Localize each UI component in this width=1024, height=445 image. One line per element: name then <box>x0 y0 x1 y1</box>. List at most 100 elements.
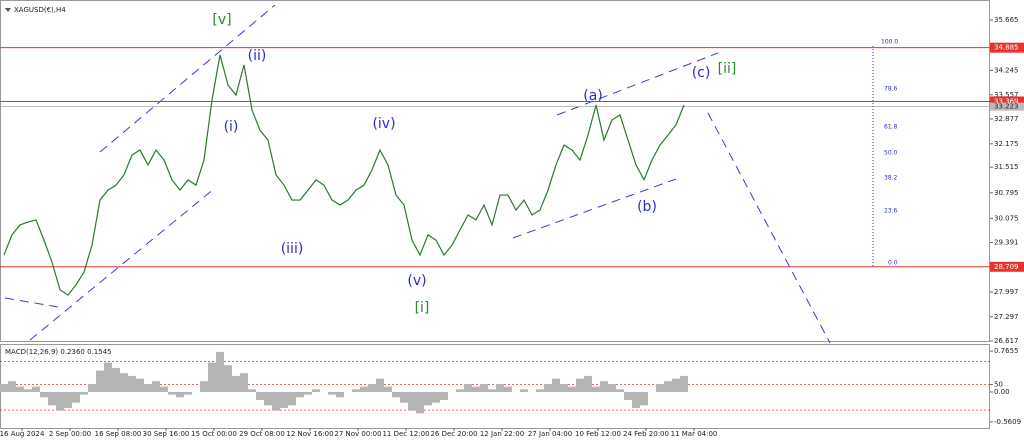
level-box <box>990 42 1024 53</box>
macd-bar <box>544 383 552 392</box>
macd-bar <box>488 389 496 392</box>
y-tick-label: 34.245 <box>994 66 1019 74</box>
macd-bar <box>392 391 400 398</box>
macd-bar <box>416 391 424 414</box>
macd-bar <box>520 389 528 392</box>
x-tick-label: 10 Feb 12:00 <box>575 430 621 438</box>
x-tick-label: 29 Oct 08:00 <box>239 430 285 438</box>
level-label: 34.885 <box>994 44 1019 52</box>
macd-bar <box>256 391 264 400</box>
macd-bar <box>360 386 368 392</box>
y-tick-label: 27.297 <box>994 313 1019 321</box>
macd-bar <box>144 383 152 392</box>
wave-label: (a) <box>583 88 603 104</box>
macd-bar <box>56 391 64 411</box>
wave-label: (c) <box>692 65 711 81</box>
macd-bar <box>456 389 464 392</box>
main-pane <box>0 0 990 342</box>
macd-bar <box>368 383 376 392</box>
macd-bar <box>336 391 344 398</box>
macd-bar <box>672 378 680 392</box>
macd-bar <box>400 391 408 403</box>
y-tick-label: 33.557 <box>994 91 1019 99</box>
macd-bar <box>288 391 296 406</box>
fib-label: 0.0 <box>888 260 898 267</box>
wave-label: (iii) <box>281 241 304 257</box>
y-tick-label: 32.877 <box>994 115 1019 123</box>
macd-bar <box>80 391 88 395</box>
macd-bar <box>264 391 272 406</box>
macd-bar <box>384 386 392 392</box>
macd-bar <box>560 383 568 392</box>
macd-bar <box>480 383 488 392</box>
macd-bar <box>40 391 48 398</box>
macd-bar <box>96 370 104 392</box>
macd-bar <box>352 389 360 392</box>
macd-bar <box>424 391 432 406</box>
wave-label: [ii] <box>718 61 737 77</box>
x-tick-label: 11 Mar 04:00 <box>671 430 718 438</box>
x-tick-label: 27 Nov 00:00 <box>334 430 381 438</box>
macd-bar <box>568 386 576 392</box>
macd-bar <box>472 386 480 392</box>
macd-bar <box>584 375 592 392</box>
fib-label: 50.0 <box>884 150 898 157</box>
macd-bar <box>464 383 472 392</box>
fib-label: 61.8 <box>884 124 898 131</box>
macd-bar <box>576 378 584 392</box>
y-tick-label: 27.997 <box>994 288 1019 296</box>
x-tick-label: 16 Aug 2024 <box>0 430 45 438</box>
macd-bar <box>656 383 664 392</box>
macd-bar <box>120 373 128 392</box>
macd-bar <box>496 383 504 392</box>
y-tick-label: 35.665 <box>994 16 1019 24</box>
wave-label: (i) <box>224 119 239 135</box>
price-line <box>3 54 685 296</box>
macd-bar <box>200 381 208 392</box>
macd-bar <box>136 378 144 392</box>
y-tick-label: 31.515 <box>994 163 1019 171</box>
x-tick-label: 16 Sep 08:00 <box>95 430 142 438</box>
macd-bar <box>160 386 168 392</box>
macd-bar <box>536 389 544 392</box>
fib-label: 78.6 <box>884 86 898 93</box>
macd-y-tick-label: 50 <box>994 380 1003 388</box>
macd-bar <box>184 391 192 395</box>
macd-bar <box>64 391 72 408</box>
x-tick-label: 12 Jan 22:00 <box>480 430 524 438</box>
level-label: 33.369 <box>994 97 1019 105</box>
wave-label: [i] <box>415 300 430 316</box>
macd-bar <box>32 386 40 392</box>
fib-label: 23.6 <box>884 208 898 215</box>
macd-bar <box>328 391 336 395</box>
level-box <box>990 96 1024 107</box>
x-tick-label: 2 Sep 00:00 <box>49 430 91 438</box>
macd-bar <box>280 391 288 408</box>
x-tick-label: 15 Oct 00:00 <box>191 430 237 438</box>
macd-bar <box>248 389 256 392</box>
x-tick-label: 27 Jan 04:00 <box>528 430 572 438</box>
macd-bar <box>552 378 560 392</box>
macd-bar <box>408 391 416 411</box>
x-tick-label: 12 Nov 16:00 <box>286 430 333 438</box>
y-tick-label: 29.391 <box>994 239 1019 247</box>
macd-bar <box>88 383 96 392</box>
macd-bar <box>152 381 160 392</box>
macd-bar <box>624 391 632 400</box>
x-tick-label: 26 Dec 20:00 <box>430 430 477 438</box>
macd-bar <box>216 351 224 392</box>
macd-bar <box>616 389 624 392</box>
level-box <box>990 261 1024 272</box>
x-tick-label: 24 Feb 20:00 <box>623 430 669 438</box>
macd-bar <box>632 391 640 408</box>
x-tick-label: 11 Dec 12:00 <box>382 430 429 438</box>
current-price-label: 33.223 <box>994 103 1019 111</box>
macd-bar <box>104 362 112 392</box>
macd-y-tick-label: -0.5609 <box>994 418 1021 426</box>
y-tick-label: 30.795 <box>994 189 1019 197</box>
macd-bar <box>680 375 688 392</box>
macd-bar <box>376 378 384 392</box>
y-tick-label: 30.075 <box>994 214 1019 222</box>
macd-bar <box>600 381 608 392</box>
